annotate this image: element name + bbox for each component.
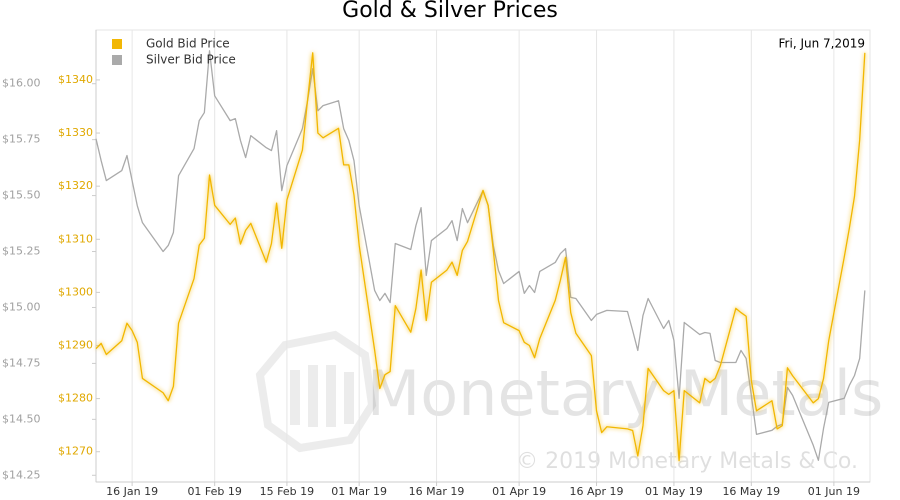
- series-line: [95, 52, 866, 462]
- y2-tick-label: $1270: [58, 445, 93, 458]
- y2-tick-label: $1340: [58, 73, 93, 86]
- y-tick-label: $15.00: [2, 300, 41, 313]
- y2-tick-label: $1320: [58, 179, 93, 192]
- legend-swatch: [112, 55, 122, 65]
- chart-title: Gold & Silver Prices: [342, 0, 558, 23]
- y2-tick-label: $1310: [58, 232, 93, 245]
- y-tick-label: $14.75: [2, 356, 41, 369]
- y2-tick-label: $1280: [58, 392, 93, 405]
- x-tick-label: 16 Mar 19: [409, 485, 465, 498]
- y2-tick-label: $1330: [58, 126, 93, 139]
- x-tick-label: 01 Mar 19: [331, 485, 387, 498]
- x-tick-label: 15 Feb 19: [260, 485, 314, 498]
- y-tick-label: $16.00: [2, 77, 41, 90]
- y-tick-label: $15.50: [2, 189, 41, 202]
- legend-label: Gold Bid Price: [146, 37, 230, 51]
- y-tick-label: $14.25: [2, 468, 41, 481]
- x-tick-label: 01 Jun 19: [808, 485, 860, 498]
- x-tick-label: 01 Apr 19: [492, 485, 546, 498]
- y-tick-label: $14.50: [2, 412, 41, 425]
- legend-label: Silver Bid Price: [146, 53, 236, 67]
- x-tick-label: 01 Feb 19: [187, 485, 241, 498]
- x-tick-label: 16 May 19: [722, 485, 780, 498]
- legend-swatch: [112, 39, 122, 49]
- y2-tick-label: $1290: [58, 338, 93, 351]
- watermark-logo: [255, 330, 377, 453]
- copyright: © 2019 Monetary Metals & Co.: [516, 449, 858, 474]
- x-tick-label: 16 Jan 19: [106, 485, 158, 498]
- y-tick-label: $15.25: [2, 245, 41, 258]
- x-tick-label: 01 May 19: [645, 485, 703, 498]
- x-tick-label: 16 Apr 19: [570, 485, 624, 498]
- y-tick-label: $15.75: [2, 133, 41, 146]
- date-label: Fri, Jun 7,2019: [779, 37, 865, 51]
- watermark: Monetary Metals: [367, 357, 884, 430]
- y2-tick-label: $1300: [58, 285, 93, 298]
